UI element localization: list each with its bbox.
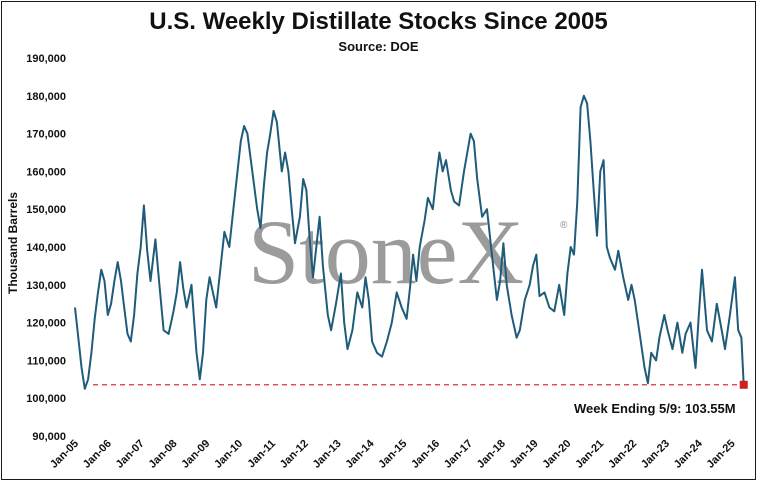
x-tick-label: Jan-09	[179, 438, 212, 471]
y-tick-label: 150,000	[26, 204, 66, 216]
watermark-logo: StoneX ®	[248, 201, 568, 303]
x-tick-label: Jan-10	[212, 438, 245, 471]
x-tick-label: Jan-16	[409, 438, 442, 471]
series-layer	[74, 94, 745, 390]
x-tick-label: Jan-12	[278, 438, 311, 471]
y-tick-label: 120,000	[26, 318, 66, 330]
x-tick-label: Jan-13	[311, 438, 344, 471]
x-tick-label: Jan-21	[573, 438, 606, 471]
x-tick-label: Jan-23	[639, 438, 672, 471]
y-tick-label: 90,000	[32, 431, 66, 443]
x-tick-label: Jan-20	[540, 438, 573, 471]
x-tick-label: Jan-19	[508, 438, 541, 471]
x-tick-label: Jan-06	[81, 438, 114, 471]
x-tick-label: Jan-15	[376, 438, 409, 471]
reference-layer	[93, 380, 748, 389]
latest-value-annotation: Week Ending 5/9: 103.55M	[574, 401, 736, 416]
y-tick-label: 170,000	[26, 129, 66, 141]
y-tick-label: 190,000	[26, 53, 66, 65]
x-tick-label: Jan-22	[606, 438, 639, 471]
watermark-registered-mark: ®	[560, 220, 568, 231]
x-tick-label: Jan-08	[146, 438, 179, 471]
y-tick-label: 100,000	[26, 393, 66, 405]
y-tick-label: 130,000	[26, 280, 66, 292]
x-tick-label: Jan-24	[672, 437, 706, 471]
latest-point-marker	[739, 380, 748, 389]
y-tick-label: 160,000	[26, 166, 66, 178]
y-tick-label: 110,000	[27, 355, 66, 367]
y-tick-label: 180,000	[26, 91, 66, 103]
x-tick-label: Jan-07	[114, 438, 147, 471]
watermark-text: StoneX	[248, 201, 524, 303]
y-tick-label: 140,000	[26, 242, 66, 254]
series-line-distillate-stocks	[74, 94, 745, 390]
x-tick-label: Jan-11	[245, 438, 278, 471]
x-tick-label: Jan-25	[705, 438, 738, 471]
x-tick-label: Jan-18	[475, 438, 508, 471]
x-axis-ticks: Jan-05 Jan-06 Jan-07 Jan-08 Jan-09 Jan-10 Jan-…	[48, 437, 738, 471]
x-tick-label: Jan-17	[442, 438, 475, 471]
y-axis-ticks: 90,000 100,000 110,000 120,000 130,000 140,00…	[26, 53, 66, 443]
x-tick-label: Jan-14	[343, 437, 377, 471]
chart-subtitle: Source: DOE	[338, 39, 419, 54]
chart-title: U.S. Weekly Distillate Stocks Since 2005	[149, 8, 608, 35]
